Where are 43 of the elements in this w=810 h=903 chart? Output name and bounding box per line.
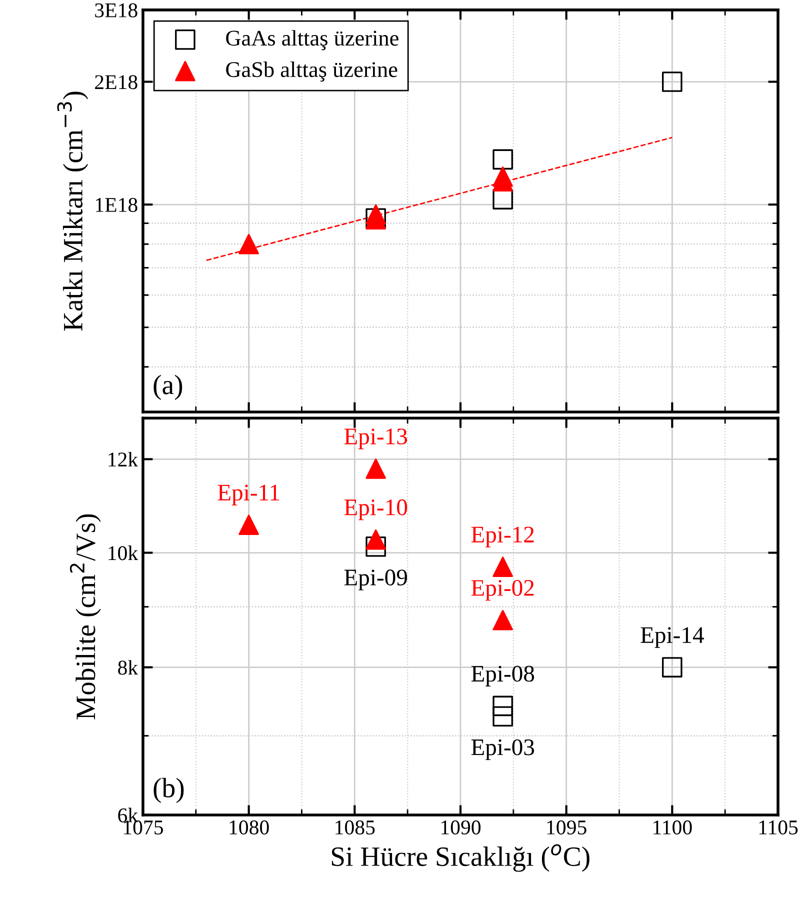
- x-axis-title: Si Hücre Sıcaklığı ($^{o}$C): [332, 844, 590, 872]
- x-tick-label: 1080: [230, 820, 269, 834]
- annotation: Epi-10: [344, 499, 408, 520]
- legend-label: GaAs alttaş üzerine: [226, 30, 398, 50]
- point: [238, 234, 259, 254]
- y-tick-label: 10k: [108, 546, 138, 560]
- annotation: Epi-02: [471, 580, 534, 601]
- annotation: Epi-12: [471, 526, 534, 548]
- point: [662, 72, 682, 92]
- point: [366, 536, 386, 557]
- y-axis-title: Katkı Miktarı (cm$^{−3}$): [57, 92, 88, 331]
- annotation: Epi-08: [471, 666, 534, 686]
- point: [238, 514, 259, 535]
- y-tick-label: 2E18: [95, 75, 138, 90]
- annotation: (b): [154, 778, 184, 804]
- x-tick-label: 1090: [441, 820, 481, 834]
- y-tick-label: 6k: [118, 808, 138, 822]
- annotation: Epi-11: [218, 484, 280, 506]
- point: [492, 610, 513, 630]
- point: [492, 706, 513, 727]
- y-axis-title: Mobilite (cm$^{2}$/Vs): [70, 514, 101, 720]
- annotation: Epi-14: [640, 627, 704, 648]
- annotation: Epi-09: [344, 570, 407, 590]
- x-tick-label: 1075: [124, 820, 163, 834]
- point: [662, 657, 682, 678]
- y-tick-label: 12k: [108, 452, 138, 466]
- point: [492, 189, 513, 210]
- x-tick-label: 1085: [336, 820, 375, 834]
- point: [492, 149, 513, 170]
- annotation: Epi-13: [344, 428, 408, 450]
- y-tick-label: 1E18: [96, 198, 138, 212]
- point: [366, 529, 386, 550]
- x-tick-label: 1095: [547, 820, 586, 834]
- x-tick-label: 1100: [654, 820, 692, 834]
- y-tick-label: 3E18: [95, 3, 138, 18]
- point: [366, 458, 386, 479]
- annotation: (a): [154, 374, 182, 400]
- x-tick-label: 1105: [759, 820, 798, 834]
- annotation: Epi-03: [471, 739, 534, 760]
- legend-label: GaSb alttaş üzerine: [226, 61, 398, 82]
- y-tick-label: 8k: [118, 660, 138, 675]
- point: [492, 696, 513, 716]
- point: [492, 556, 513, 577]
